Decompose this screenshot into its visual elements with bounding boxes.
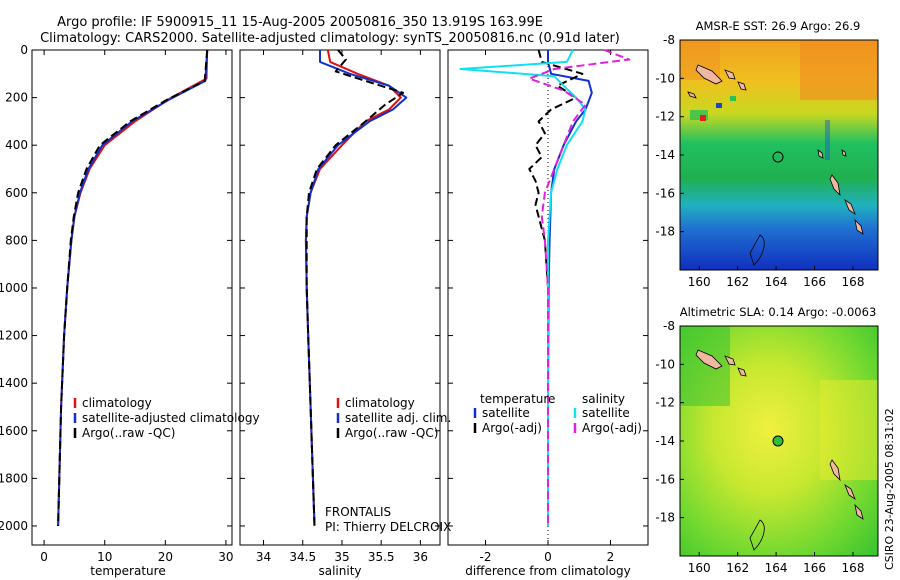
map-x-tick-label: 160 [688,561,711,575]
y-tick-label: 2000 [0,519,28,533]
series-line-salinity-argo-adj- [528,49,631,526]
salinity-panel: 34 34.5 35 35.5 36 salinity climatology sate… [239,49,451,578]
argo-location-marker [772,151,784,163]
series-line-temperature-argo-adj- [528,49,584,526]
legend-climatology: climatology [82,396,152,410]
timestamp-stamp: CSIRO 23-Aug-2005 08:31:02 [883,408,896,570]
x-tick-label: 30 [218,550,233,564]
y-tick-label: 800 [5,233,28,247]
series-line-argo-raw-qc- [305,49,405,527]
pi-label: PI: Thierry DELCROIX [325,520,451,534]
x-tick-label: 20 [158,550,173,564]
sal-legend-argo: Argo(..raw -QC) [345,426,438,440]
map-x-tick-label: 162 [726,275,749,289]
y-tick-label: 0 [20,43,28,57]
map-y-tick-label: -8 [663,33,675,47]
legend-satellite-adjusted: satellite-adjusted climatology [82,411,260,425]
legend-temp-argo: Argo(-adj) [482,421,542,435]
map-x-tick-label: 164 [765,561,788,575]
frontalis-label: FRONTALIS [325,505,391,519]
series-line-satellite-adjusted-climatology [57,49,209,527]
map-y-tick-label: -12 [655,396,675,410]
salinity-legend: climatology satellite adj. clim. Argo(..… [336,396,451,440]
islands [687,64,864,235]
sla-islands [695,349,864,520]
legend-sal-satellite: satellite [582,406,630,420]
map-x-tick-label: 164 [765,275,788,289]
x-tick-label: 0 [544,550,552,564]
legend-sal-argo: Argo(-adj) [582,421,642,435]
y-tick-label: 1000 [0,281,28,295]
x-tick-label: 36 [413,550,428,564]
temperature-legend: climatology satellite-adjusted climatolo… [73,396,260,440]
difference-legend: temperature satellite Argo(-adj) salinit… [473,392,642,435]
salinity-axes [239,49,441,546]
legend-argo: Argo(..raw -QC) [82,426,175,440]
series-line-argo-raw-qc- [57,49,209,527]
sst-map-title: AMSR-E SST: 26.9 Argo: 26.9 [696,19,861,33]
legend-temp-satellite: satellite [482,406,530,420]
difference-panel: -2 0 2 difference from climatology tempera… [447,49,649,578]
y-tick-label: 1600 [0,424,28,438]
map-y-tick-label: -18 [655,511,675,525]
sal-legend-satellite: satellite adj. clim. [345,411,451,425]
temperature-axes [31,49,233,546]
legend-salinity-header: salinity [582,392,625,406]
series-line-temperature-satellite [547,50,593,526]
series-line-salinity-satellite [459,49,587,526]
temperature-xlabel: temperature [90,564,165,578]
map-y-tick-label: -14 [655,148,675,162]
map-x-tick-label: 166 [803,275,826,289]
map-y-tick-label: -16 [655,186,675,200]
salinity-xlabel: salinity [318,564,361,578]
series-line-climatology [304,49,402,527]
sal-legend-climatology: climatology [345,396,415,410]
figure-title-line1: Argo profile: IF 5900915_11 15-Aug-2005 … [57,15,543,30]
map-y-tick-label: -14 [655,434,675,448]
map-y-tick-label: -16 [655,472,675,486]
series-line-satellite-adj-clim- [304,50,408,527]
map-y-tick-label: -8 [663,319,675,333]
y-tick-label: 600 [5,186,28,200]
map-x-tick-label: 168 [842,561,865,575]
map-x-tick-label: 160 [688,275,711,289]
x-tick-label: 10 [97,550,112,564]
temperature-panel: 0 10 20 30 0 200 400 600 800 1000 1200 1400 1600 1800… [0,43,260,578]
sst-map: AMSR-E SST: 26.9 Argo: 26.9 -8 -10 -12 -14 -… [655,19,879,289]
y-tick-label: 1400 [0,376,28,390]
x-tick-label: 0 [40,550,48,564]
map-y-tick-label: -18 [655,225,675,239]
map-x-tick-label: 162 [726,561,749,575]
map-y-tick-label: -12 [655,110,675,124]
y-tick-label: 200 [5,91,28,105]
y-tick-label: 1800 [0,471,28,485]
x-tick-label: 34 [256,550,271,564]
y-tick-label: 1200 [0,329,28,343]
map-x-tick-label: 166 [803,561,826,575]
map-x-tick-label: 168 [842,275,865,289]
sla-map: Altimetric SLA: 0.14 Argo: -0.0063 -8 -10… [655,305,879,575]
x-tick-label: 35 [334,550,349,564]
x-tick-label: 34.5 [289,550,316,564]
sla-argo-marker [772,435,784,447]
y-tick-label: 400 [5,138,28,152]
legend-temperature-header: temperature [480,392,555,406]
x-tick-label: 2 [607,550,615,564]
x-tick-label: -2 [480,550,492,564]
map-y-tick-label: -10 [655,71,675,85]
map-y-tick-label: -10 [655,357,675,371]
difference-xlabel: difference from climatology [465,564,631,578]
figure-title-line2: Climatology: CARS2000. Satellite-adjuste… [40,31,620,46]
sla-map-title: Altimetric SLA: 0.14 Argo: -0.0063 [680,305,877,319]
x-tick-label: 35.5 [368,550,395,564]
